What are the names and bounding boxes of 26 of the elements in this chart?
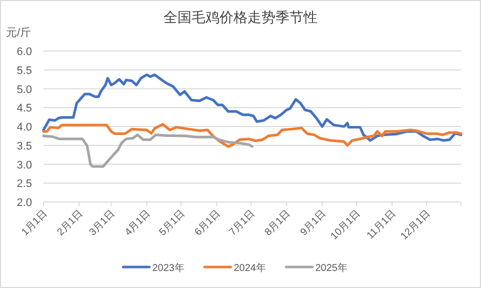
x-tick-label: 12月1日 <box>398 208 433 242</box>
y-axis-title: 元/斤 <box>6 26 32 39</box>
x-tick-label: 4月1日 <box>123 208 153 238</box>
legend-label: 2025年 <box>315 262 348 274</box>
x-tick-label: 2月1日 <box>55 208 86 238</box>
x-tick-label: 8月1日 <box>262 208 293 238</box>
chart-title: 全国毛鸡价格走势季节性 <box>164 9 318 25</box>
x-tick-label: 6月1日 <box>193 208 223 238</box>
x-tick-label: 3月1日 <box>88 208 118 238</box>
x-tick-label: 11月1日 <box>365 208 398 242</box>
x-tick-label: 10月1日 <box>329 208 363 242</box>
y-tick-label: 4.0 <box>16 122 32 134</box>
legend-label: 2023年 <box>152 262 184 274</box>
legend-label: 2024年 <box>234 262 266 274</box>
y-tick-label: 2.5 <box>16 178 32 190</box>
x-tick-label: 1月1日 <box>20 208 50 238</box>
y-tick-label: 6.0 <box>16 46 32 58</box>
x-tick-label: 9月1日 <box>298 208 328 238</box>
y-tick-label: 2.0 <box>16 197 32 209</box>
x-tick-label: 5月1日 <box>157 208 188 238</box>
x-tick-label: 7月1日 <box>227 208 258 238</box>
y-tick-label: 5.5 <box>16 64 32 77</box>
y-tick-label: 3.0 <box>16 159 32 172</box>
y-tick-label: 3.5 <box>16 140 32 152</box>
y-tick-label: 4.5 <box>16 102 32 115</box>
y-tick-label: 5.0 <box>16 84 32 96</box>
